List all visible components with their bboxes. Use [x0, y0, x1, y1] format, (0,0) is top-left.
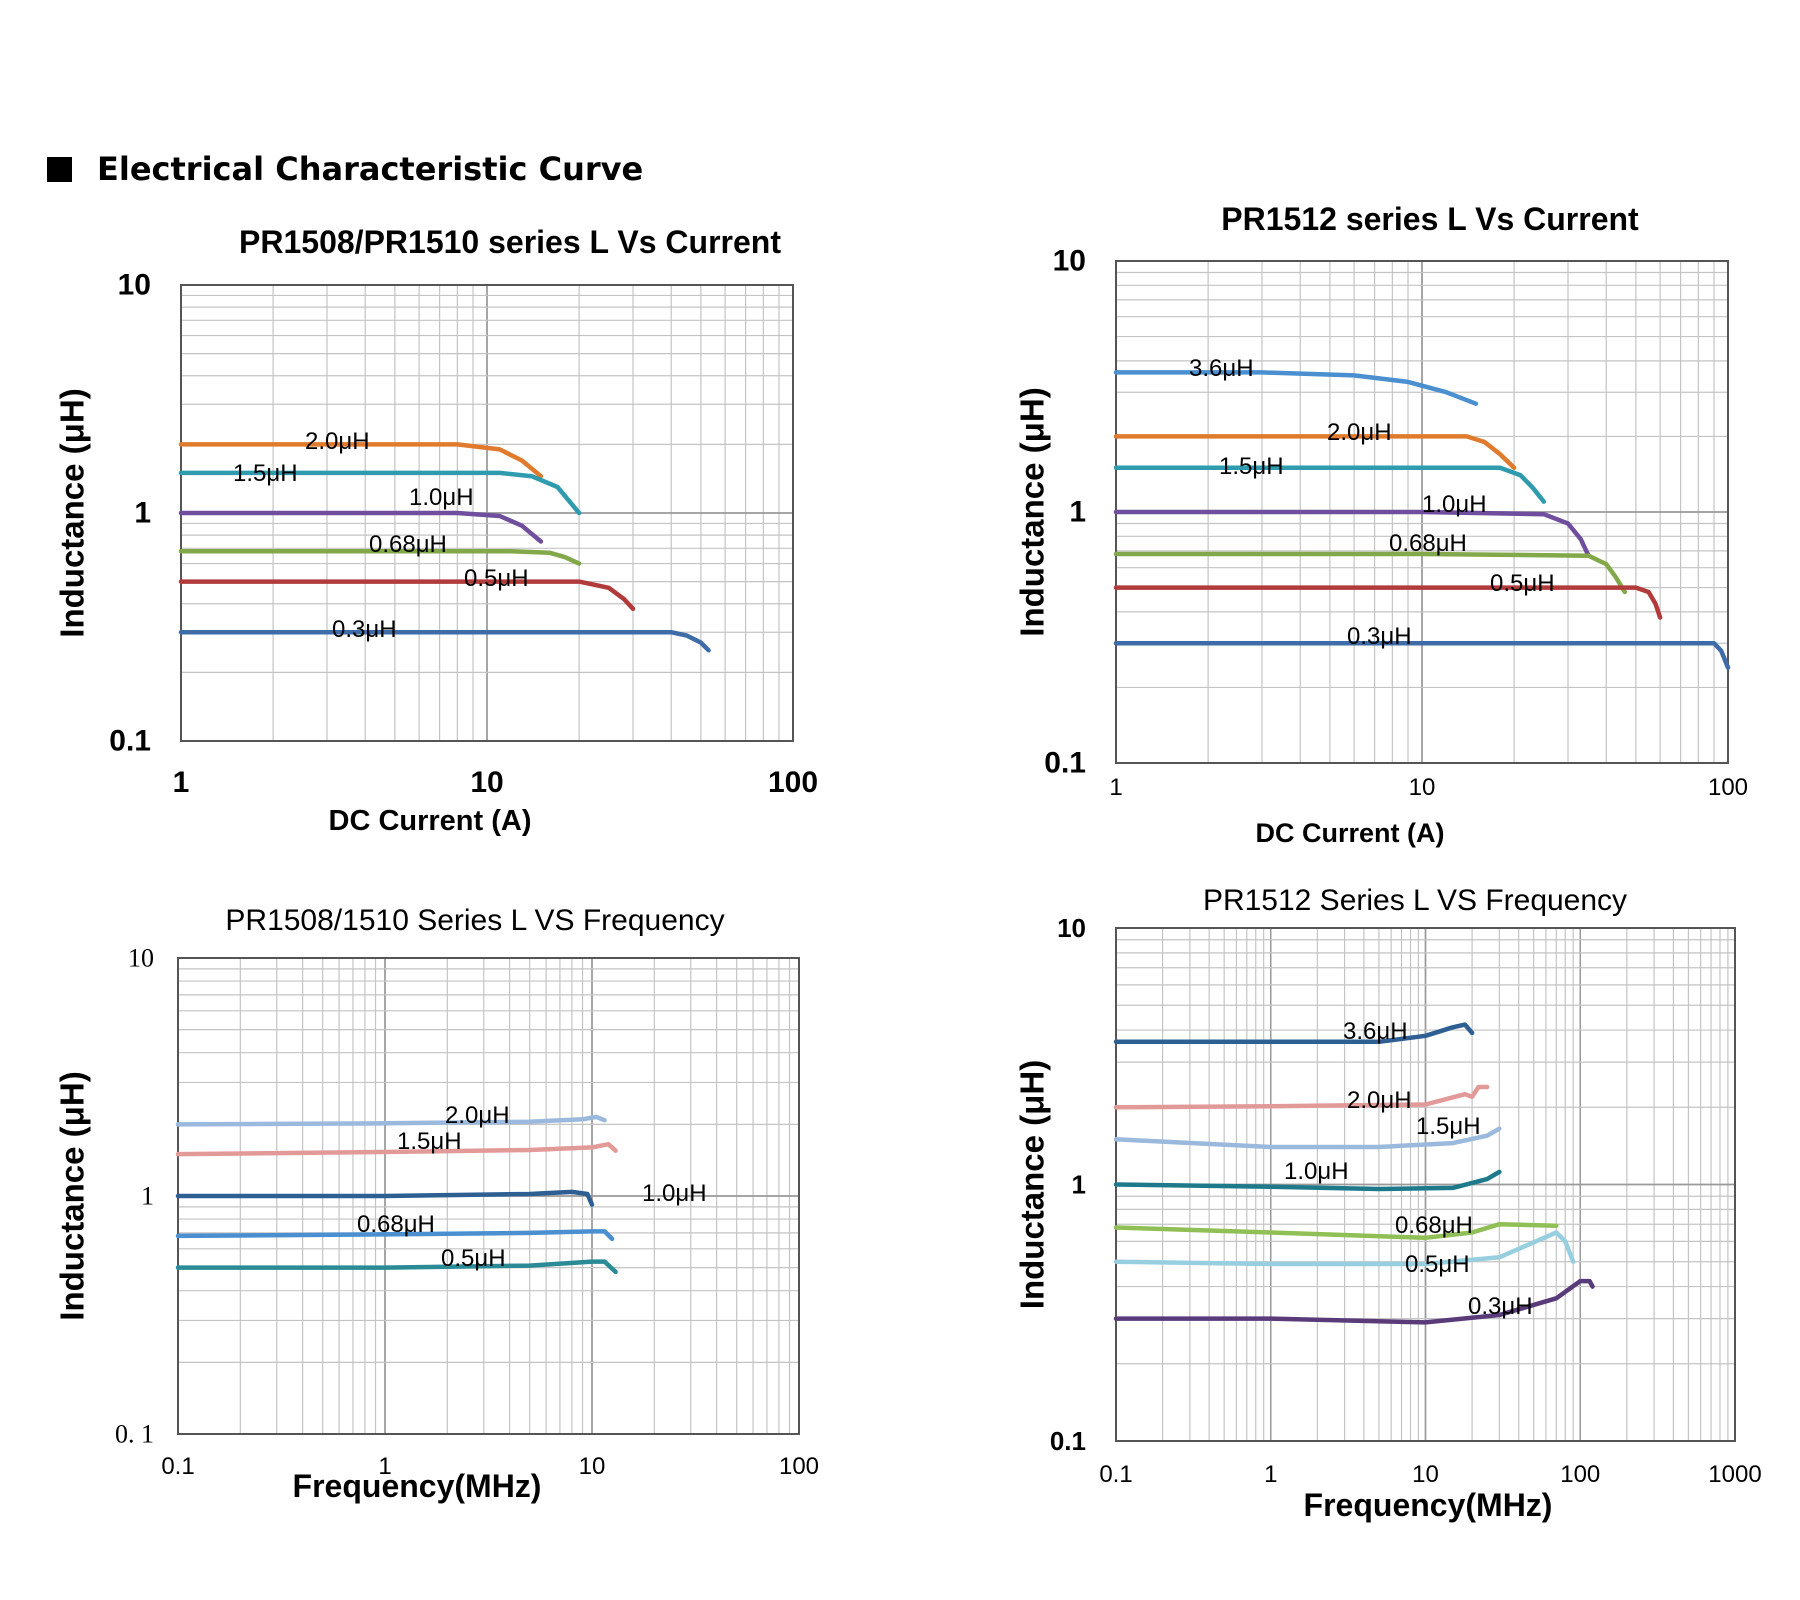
series-line-3-6H	[1113, 370, 1479, 406]
grid	[177, 957, 800, 1435]
y-axis-label: Inductance (μH)	[54, 1071, 91, 1320]
y-tick-label: 10	[1053, 245, 1086, 278]
series-line-0-3H	[1113, 1278, 1595, 1325]
y-tick-label: 10	[128, 944, 154, 973]
series-label: 1.5μH	[233, 460, 298, 487]
x-tick-label: 0.1	[161, 1453, 194, 1480]
x-tick-label: 100	[1708, 774, 1748, 801]
series-line-0-3H	[178, 629, 711, 653]
series-label: 0.68μH	[357, 1211, 435, 1238]
y-tick-label: 1	[134, 497, 151, 530]
y-tick-label: 1	[1072, 1170, 1086, 1200]
series-line-2-0H	[175, 1114, 607, 1127]
series-line-0-68H	[178, 548, 582, 566]
series-label: 0.68μH	[1389, 530, 1467, 557]
y-tick-label: 10	[1057, 913, 1086, 943]
series-line-1-5H	[1113, 465, 1547, 504]
series-label: 0.3μH	[332, 616, 397, 643]
y-tick-label: 10	[118, 269, 151, 302]
series-line-1-5H	[178, 470, 582, 516]
x-tick-label: 1	[173, 766, 190, 799]
series-label: 0.5μH	[1405, 1251, 1470, 1278]
series-line-0-68H	[1113, 551, 1628, 595]
x-tick-label: 100	[768, 766, 818, 799]
series-label: 2.0μH	[305, 428, 370, 455]
chart-title: PR1512 Series L VS Frequency	[1203, 884, 1627, 917]
x-tick-label: 1000	[1708, 1461, 1761, 1488]
series-label: 0.3μH	[1347, 623, 1412, 650]
series-line-0-5H	[1113, 585, 1663, 620]
x-axis-label: DC Current (A)	[1256, 818, 1445, 848]
series-line-1-0H	[178, 510, 544, 544]
series-line-1-5H	[1113, 1126, 1502, 1150]
series-line-2-0H	[178, 442, 544, 479]
series-label: 1.0μH	[1422, 491, 1487, 518]
series-line-0-5H	[1113, 1230, 1576, 1267]
series-label: 1.5μH	[1416, 1113, 1481, 1140]
series-label: 1.5μH	[397, 1128, 462, 1155]
series-line-0-3H	[1113, 640, 1731, 670]
x-tick-label: 10	[1412, 1461, 1439, 1488]
series-line-0-68H	[175, 1229, 615, 1242]
x-axis-label: Frequency(MHz)	[293, 1468, 542, 1504]
series-line-0-68H	[1113, 1221, 1559, 1241]
series-label: 2.0μH	[1327, 419, 1392, 446]
section-header: Electrical Characteristic Curve	[47, 150, 643, 188]
series-line-2-0H	[1113, 1084, 1490, 1110]
series-label: 3.6μH	[1189, 355, 1254, 382]
y-axis-label: Inductance (μH)	[54, 388, 91, 637]
series-label: 1.0μH	[409, 484, 474, 511]
section-title: Electrical Characteristic Curve	[97, 150, 644, 188]
x-tick-label: 1	[1264, 1461, 1277, 1488]
series-label: 0.5μH	[441, 1245, 506, 1272]
y-tick-label: 0.1	[1044, 747, 1086, 780]
series-line-1-0H	[1113, 509, 1591, 558]
x-tick-label: 10	[1409, 774, 1436, 801]
x-tick-label: 0.1	[1099, 1461, 1132, 1488]
series-line-1-0H	[1113, 1169, 1502, 1192]
series-line-1-0H	[175, 1189, 595, 1207]
series-label: 3.6μH	[1343, 1018, 1408, 1045]
series-label: 2.0μH	[1347, 1087, 1412, 1114]
chart-title: PR1508/PR1510 series L Vs Current	[239, 224, 781, 260]
x-tick-label: 1	[378, 1453, 391, 1480]
x-tick-label: 1	[1109, 774, 1122, 801]
x-tick-label: 10	[579, 1453, 606, 1480]
series-label: 1.0μH	[1284, 1158, 1349, 1185]
series-label: 2.0μH	[445, 1102, 510, 1129]
y-tick-label: 1	[141, 1182, 154, 1211]
grid	[1115, 927, 1736, 1442]
y-tick-label: 0.1	[1050, 1426, 1086, 1456]
x-axis-label: DC Current (A)	[329, 805, 532, 837]
series-label: 1.5μH	[1219, 453, 1284, 480]
x-axis-label: Frequency(MHz)	[1304, 1487, 1553, 1523]
y-axis-label: Inductance (μH)	[1014, 387, 1051, 636]
series-label: 0.5μH	[1490, 570, 1555, 597]
chart-title: PR1512 series L Vs Current	[1221, 201, 1639, 237]
series-line-0-5H	[178, 579, 636, 612]
series-line-0-5H	[175, 1259, 618, 1275]
x-tick-label: 100	[1560, 1461, 1600, 1488]
square-bullet-icon	[47, 156, 72, 182]
series-label: 0.5μH	[464, 565, 529, 592]
series-label: 0.68μH	[369, 531, 447, 558]
series-label: 1.0μH	[642, 1180, 707, 1207]
series-line-1-5H	[175, 1141, 618, 1157]
chart-title: PR1508/1510 Series L VS Frequency	[225, 904, 724, 937]
series-line-2-0H	[1113, 434, 1517, 471]
x-tick-label: 10	[470, 766, 503, 799]
y-tick-label: 0. 1	[115, 1420, 154, 1449]
series-label: 0.3μH	[1468, 1293, 1533, 1320]
y-tick-label: 0.1	[109, 725, 151, 758]
series-line-3-6H	[1113, 1022, 1475, 1045]
y-tick-label: 1	[1069, 496, 1086, 529]
y-axis-label: Inductance (μH)	[1014, 1060, 1051, 1309]
series-label: 0.68μH	[1395, 1212, 1473, 1239]
x-tick-label: 100	[779, 1453, 819, 1480]
